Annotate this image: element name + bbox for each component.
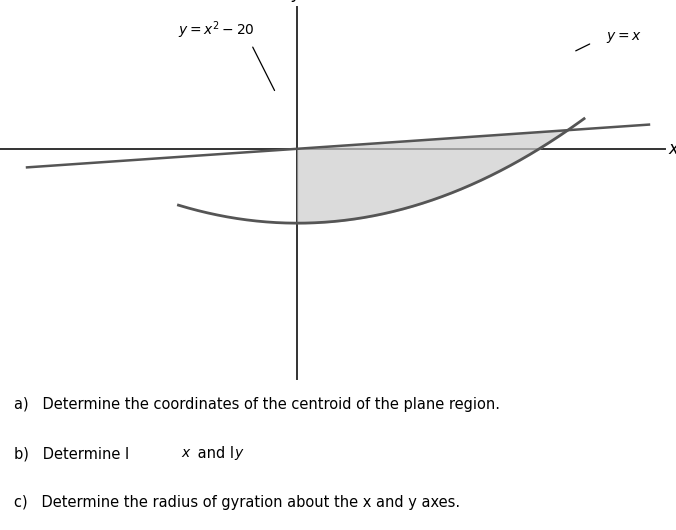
Text: and l: and l — [193, 446, 234, 461]
Text: $y = x$: $y = x$ — [606, 30, 642, 45]
Text: $y = x^2-20$: $y = x^2-20$ — [178, 19, 255, 41]
Text: a)   Determine the coordinates of the centroid of the plane region.: a) Determine the coordinates of the cent… — [14, 398, 500, 412]
Text: c)   Determine the radius of gyration about the x and y axes.: c) Determine the radius of gyration abou… — [14, 495, 460, 510]
Text: x: x — [181, 446, 189, 461]
Text: b)   Determine I: b) Determine I — [14, 446, 128, 461]
Text: $\it{y}$: $\it{y}$ — [291, 0, 304, 4]
Text: y: y — [235, 446, 243, 461]
Text: $\it{x}$: $\it{x}$ — [668, 140, 676, 158]
